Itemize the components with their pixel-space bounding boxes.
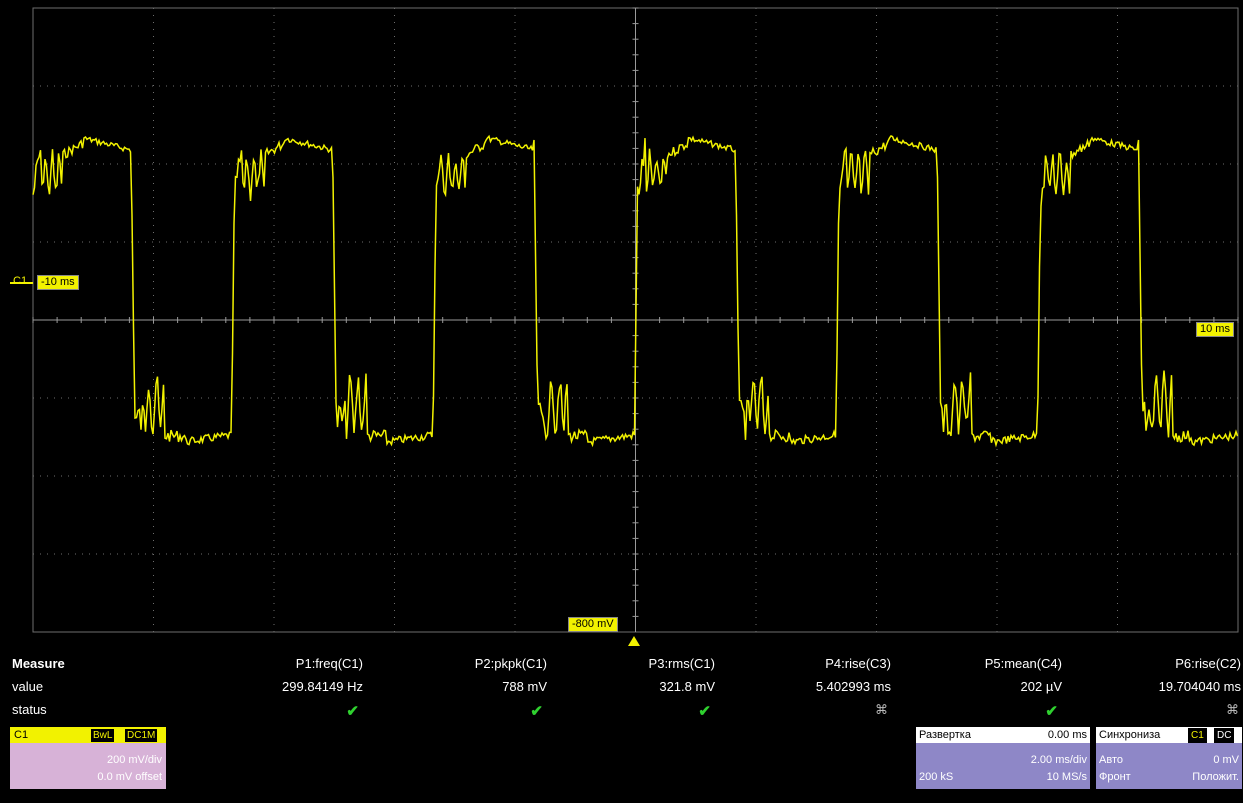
invalid-status-icon: ⌘ bbox=[875, 702, 888, 717]
param-p4-value: 5.402993 ms bbox=[815, 679, 891, 694]
param-p3-value: 321.8 mV bbox=[659, 679, 715, 694]
channel-name: C1 bbox=[14, 729, 29, 741]
trigger-slope: Положит. bbox=[1192, 771, 1239, 783]
status-row-label: status bbox=[12, 702, 47, 717]
vertical-scale: 200 mV/div bbox=[106, 754, 162, 766]
trigger-position-arrow-icon[interactable] bbox=[628, 636, 640, 646]
measure-title: Measure bbox=[12, 656, 65, 671]
check-icon: ✔ bbox=[346, 703, 359, 720]
trigger-source-badge: C1 bbox=[1188, 728, 1207, 743]
param-p5-value: 202 µV bbox=[1020, 679, 1062, 694]
trigger-descriptor[interactable]: Синхрониза C1 DC Авто 0 mV Фронт Положит… bbox=[1096, 727, 1242, 789]
measure-value-row: value 299.84149 Hz 788 mV 321.8 mV 5.402… bbox=[0, 676, 1243, 698]
timebase-header: Развертка 0.00 ms bbox=[916, 727, 1090, 743]
param-p1-name[interactable]: P1:freq(C1) bbox=[295, 656, 363, 671]
waveform-grid bbox=[10, 7, 1239, 633]
param-p3-name[interactable]: P3:rms(C1) bbox=[648, 656, 715, 671]
measure-header-row: Measure P1:freq(C1) P2:pkpk(C1) P3:rms(C… bbox=[0, 653, 1243, 675]
timebase-scale: 2.00 ms/div bbox=[1030, 754, 1087, 766]
timebase-descriptor[interactable]: Развертка 0.00 ms 2.00 ms/div 200 kS 10 … bbox=[916, 727, 1090, 789]
horizontal-offset-right-label: 10 ms bbox=[1196, 322, 1234, 337]
check-icon: ✔ bbox=[530, 703, 543, 720]
invalid-status-icon: ⌘ bbox=[1226, 702, 1239, 717]
trigger-coupling-badge: DC bbox=[1214, 728, 1235, 743]
param-p2-value: 788 mV bbox=[502, 679, 547, 694]
bottom-bar bbox=[0, 790, 1243, 803]
timebase-delay: 0.00 ms bbox=[1047, 729, 1087, 741]
timebase-samples: 200 kS bbox=[919, 771, 954, 783]
trigger-level: 0 mV bbox=[1213, 754, 1239, 766]
value-row-label: value bbox=[12, 679, 44, 694]
trigger-type: Фронт bbox=[1099, 771, 1131, 783]
check-icon: ✔ bbox=[698, 703, 711, 720]
param-p5-name[interactable]: P5:mean(C4) bbox=[984, 656, 1062, 671]
timebase-title: Развертка bbox=[919, 729, 971, 741]
trigger-level-label: -800 mV bbox=[568, 617, 618, 632]
param-p4-name[interactable]: P4:rise(C3) bbox=[825, 656, 891, 671]
param-p6-name[interactable]: P6:rise(C2) bbox=[1175, 656, 1241, 671]
measure-status-row: status ✔ ✔ ✔ ⌘ ✔ ⌘ bbox=[0, 699, 1243, 721]
channel-c1-descriptor[interactable]: C1 BwL DC1M 200 mV/div 0.0 mV offset bbox=[10, 727, 166, 789]
trigger-header: Синхрониза C1 DC bbox=[1096, 727, 1242, 743]
channel-marker-label: C1 bbox=[13, 275, 28, 287]
trigger-title: Синхрониза bbox=[1099, 729, 1161, 741]
check-icon: ✔ bbox=[1045, 703, 1058, 720]
param-p1-value: 299.84149 Hz bbox=[282, 679, 363, 694]
horizontal-offset-left-label: -10 ms bbox=[37, 275, 79, 290]
bandwidth-limit-badge: BwL bbox=[90, 728, 116, 743]
channel-descriptor-header: C1 BwL DC1M bbox=[10, 727, 166, 743]
measure-table: Measure P1:freq(C1) P2:pkpk(C1) P3:rms(C… bbox=[0, 653, 1243, 725]
timebase-sample-rate: 10 MS/s bbox=[1046, 771, 1087, 783]
trigger-mode: Авто bbox=[1099, 754, 1123, 766]
vertical-offset: 0.0 mV offset bbox=[97, 771, 162, 783]
coupling-badge: DC1M bbox=[124, 728, 159, 743]
c1-waveform-trace bbox=[32, 134, 1239, 448]
param-p2-name[interactable]: P2:pkpk(C1) bbox=[474, 656, 547, 671]
param-p6-value: 19.704040 ms bbox=[1158, 679, 1241, 694]
waveform-display[interactable]: C1 -10 ms 10 ms -800 mV bbox=[0, 0, 1243, 648]
